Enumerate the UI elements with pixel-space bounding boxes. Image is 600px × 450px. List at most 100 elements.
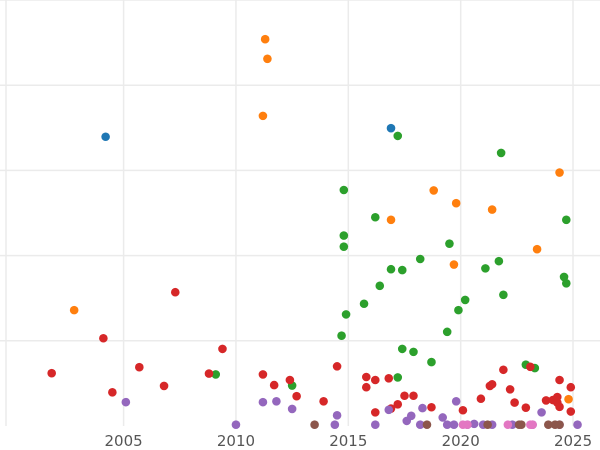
point-red-25 — [476, 394, 486, 404]
point-red-38 — [555, 402, 564, 412]
point-red-30 — [510, 398, 519, 407]
point-green-18 — [442, 327, 452, 337]
point-red-27 — [487, 379, 497, 389]
point-pink-2 — [503, 420, 513, 430]
point-orange-5 — [429, 186, 439, 195]
point-green-29 — [561, 215, 571, 225]
point-red-40 — [566, 407, 576, 416]
point-red-6 — [204, 369, 214, 378]
point-red-31 — [521, 403, 531, 412]
point-purple-16 — [449, 420, 459, 430]
point-green-10 — [386, 264, 396, 274]
point-brown-7 — [555, 420, 564, 430]
point-red-20 — [393, 399, 403, 409]
point-purple-1 — [231, 420, 241, 430]
point-green-6 — [339, 242, 349, 251]
point-red-15 — [361, 382, 371, 392]
point-red-33 — [541, 396, 551, 405]
point-purple-25 — [573, 420, 582, 430]
point-purple-15 — [451, 396, 461, 406]
point-green-20 — [454, 305, 463, 315]
point-pink-4 — [528, 420, 537, 430]
point-purple-23 — [537, 408, 546, 417]
point-green-8 — [370, 212, 380, 222]
point-green-13 — [393, 373, 403, 382]
point-red-14 — [361, 372, 371, 382]
x-tick-label-2025: 2025 — [554, 432, 592, 450]
point-red-32 — [526, 362, 535, 372]
point-red-17 — [370, 375, 380, 385]
point-red-39 — [566, 382, 576, 392]
point-red-23 — [427, 402, 436, 412]
point-red-29 — [505, 385, 515, 394]
x-tick-label-2010: 2010 — [217, 432, 255, 450]
point-purple-12 — [418, 403, 427, 413]
point-brown-5 — [544, 420, 553, 430]
point-green-24 — [496, 148, 506, 158]
point-green-12 — [393, 131, 403, 141]
point-red-0 — [47, 368, 56, 378]
point-blue-0 — [101, 132, 110, 142]
point-red-13 — [332, 362, 342, 371]
point-orange-7 — [449, 260, 459, 269]
point-red-16 — [370, 408, 380, 417]
x-tick-label-2005: 2005 — [105, 432, 143, 450]
point-brown-0 — [310, 420, 319, 430]
point-orange-4 — [386, 215, 396, 225]
point-green-25 — [499, 290, 508, 300]
point-green-19 — [445, 239, 454, 248]
point-brown-2 — [483, 420, 492, 430]
point-purple-0 — [121, 397, 131, 407]
point-red-9 — [269, 380, 279, 390]
point-red-37 — [555, 375, 564, 385]
points-layer — [47, 34, 582, 430]
point-purple-10 — [406, 411, 416, 421]
point-purple-5 — [332, 411, 342, 420]
point-red-28 — [499, 365, 508, 375]
point-green-5 — [339, 231, 349, 240]
point-purple-2 — [258, 397, 268, 407]
point-green-16 — [415, 254, 425, 264]
point-orange-9 — [532, 244, 542, 254]
point-green-14 — [397, 344, 407, 354]
grid-layer — [0, 0, 600, 426]
point-purple-4 — [287, 404, 297, 414]
point-green-11 — [397, 265, 407, 275]
point-orange-6 — [451, 198, 461, 208]
point-green-30 — [561, 278, 571, 288]
point-red-5 — [170, 287, 180, 297]
point-red-8 — [258, 370, 268, 379]
point-orange-1 — [260, 34, 270, 44]
point-purple-14 — [442, 420, 452, 430]
point-purple-3 — [272, 396, 281, 406]
point-red-18 — [384, 373, 394, 383]
point-orange-8 — [487, 205, 497, 214]
point-red-36 — [553, 392, 562, 402]
point-purple-7 — [370, 420, 380, 430]
point-red-2 — [108, 388, 117, 397]
point-purple-8 — [384, 405, 394, 415]
point-green-23 — [494, 256, 504, 266]
point-green-2 — [337, 331, 346, 340]
point-purple-18 — [469, 419, 479, 429]
point-orange-2 — [263, 54, 272, 64]
point-brown-1 — [422, 420, 432, 430]
point-green-15 — [409, 347, 418, 357]
point-red-1 — [99, 333, 108, 343]
point-green-3 — [341, 310, 351, 319]
point-red-4 — [159, 381, 169, 391]
point-purple-13 — [438, 413, 447, 422]
point-orange-3 — [258, 111, 268, 121]
point-purple-6 — [330, 420, 340, 430]
point-green-0 — [211, 370, 221, 379]
point-orange-11 — [564, 394, 573, 404]
point-red-12 — [319, 396, 328, 406]
point-green-22 — [481, 264, 490, 273]
x-tick-labels: 2005 2010 2015 2020 2025 — [105, 432, 593, 450]
point-red-24 — [458, 405, 468, 415]
point-green-4 — [339, 185, 349, 195]
point-red-10 — [285, 375, 295, 385]
point-green-21 — [460, 295, 470, 305]
point-green-17 — [427, 357, 436, 367]
